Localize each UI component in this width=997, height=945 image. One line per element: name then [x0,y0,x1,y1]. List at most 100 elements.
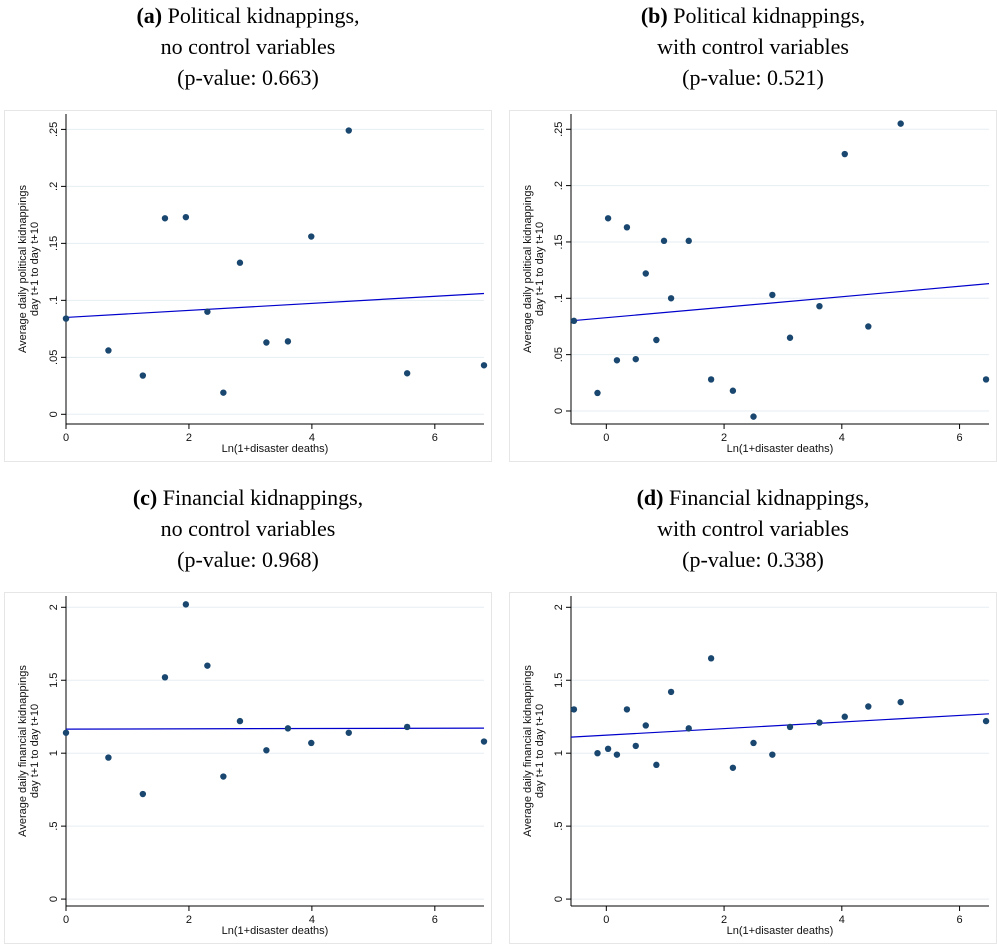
y-tick-label: .25 [48,122,60,137]
data-point [750,739,757,747]
x-tick-label: 6 [957,432,963,444]
data-point [105,754,112,761]
data-point [236,259,244,266]
scatter-plot-d: 0 .5 1 1.5 2 0 2 4 6 Ln(1+disaster deaths) Average… [509,592,997,944]
y-tick-label: .2 [553,181,565,190]
data-point [62,315,70,322]
data-point [284,338,292,345]
y-tick-label: .25 [553,122,565,137]
y-tick-label: .15 [48,236,60,251]
data-point [480,738,488,745]
y-axis-label-line1: Average daily financial kidnappings [17,665,29,837]
data-point [729,387,737,394]
panel-tag: (c) [132,485,158,510]
x-tick-label: 0 [63,432,69,444]
data-point [62,729,70,736]
data-point [594,749,601,757]
plot-frame [509,592,997,944]
data-point [105,347,112,354]
data-point [284,725,292,732]
data-point [667,295,675,302]
data-point [161,674,169,681]
fit-line [65,727,485,730]
fit-line [570,713,990,738]
x-axis-label: Ln(1+disaster deaths) [727,925,834,937]
data-point [236,717,244,725]
panel-title: (c) Financial kidnappings, no control va… [4,482,492,592]
x-axis-label: Ln(1+disaster deaths) [222,443,329,455]
panel-d: (d) Financial kidnappings, with control … [509,482,997,944]
scatter-plot-b: 0 .05 .1 .15 .2 .25 0 2 4 6 Ln(1+disaster deaths) A… [509,110,997,462]
data-point [786,723,794,731]
data-point [161,215,169,222]
chart-svg-d: 0 .5 1 1.5 2 0 2 4 6 Ln(1+disaster deaths) Average… [509,592,997,944]
x-tick-label: 4 [839,432,845,444]
data-point [632,355,639,363]
data-point [642,722,649,729]
scatter-plot-c: 0 .5 1 1.5 2 0 2 4 6 Ln(1+disaster deaths) Average… [4,592,492,944]
data-point [182,601,190,608]
data-point [345,729,352,736]
data-point [604,215,612,222]
chart-svg-a: 0 .05 .1 .15 .2 .25 0 2 4 6 Ln(1+disaster deaths) A… [4,110,492,462]
y-tick-label: .1 [553,294,565,303]
data-point [897,120,904,127]
plot-frame [4,110,492,462]
data-point [707,376,715,383]
data-point [769,291,776,299]
x-tick-label: 0 [603,914,609,926]
y-axis-label-line2: day t+1 to day t+10 [534,222,546,316]
panel-subtitle: with control variables [657,516,849,541]
x-tick-label: 2 [721,432,727,444]
chart-svg-b: 0 .05 .1 .15 .2 .25 0 2 4 6 Ln(1+disaster deaths) A… [509,110,997,462]
y-axis-label-line1: Average daily political kidnappings [17,185,29,353]
data-point [220,389,227,396]
panel-pvalue: (p-value: 0.663) [177,65,319,90]
panel-tag: (a) [136,3,163,28]
x-tick-label: 2 [186,432,192,444]
plot-frame [509,110,997,462]
panel-pvalue: (p-value: 0.968) [177,547,319,572]
data-point [263,747,270,754]
fit-line [570,283,990,322]
panel-subtitle: with control variables [657,34,849,59]
y-tick-label: .05 [553,347,565,362]
data-point [642,270,649,277]
x-tick-label: 4 [839,914,845,926]
y-tick-label: .5 [48,822,60,831]
data-point [841,150,848,158]
data-point [220,773,227,780]
data-point [660,237,668,245]
data-point [982,717,990,725]
data-point [623,224,631,231]
data-point [685,725,692,732]
data-point [403,723,411,731]
y-axis-label-line1: Average daily financial kidnappings [522,665,534,837]
data-point [613,357,621,364]
data-point [570,317,578,325]
y-tick-label: 2 [48,604,60,610]
y-tick-label: 0 [553,408,565,414]
y-axis-label-line1: Average daily political kidnappings [522,185,534,353]
data-point [613,751,621,758]
data-point [897,698,904,706]
panel-title: (b) Political kidnappings, with control … [509,0,997,110]
x-tick-label: 0 [603,432,609,444]
data-point [263,339,270,346]
panel-main-title: Financial kidnappings, [162,485,364,510]
chart-svg-c: 0 .5 1 1.5 2 0 2 4 6 Ln(1+disaster deaths) Average… [4,592,492,944]
plot-frame [4,592,492,944]
data-point [632,742,639,750]
data-point [653,336,660,344]
data-point [750,413,757,420]
y-tick-label: 1 [553,750,565,756]
y-tick-label: 1.5 [48,673,60,688]
data-point [594,389,601,397]
data-point [841,713,848,720]
data-point [769,751,776,758]
data-point [139,372,147,379]
data-point [308,233,315,240]
data-point [604,745,612,753]
data-point [865,323,872,330]
panel-tag: (d) [636,485,664,510]
